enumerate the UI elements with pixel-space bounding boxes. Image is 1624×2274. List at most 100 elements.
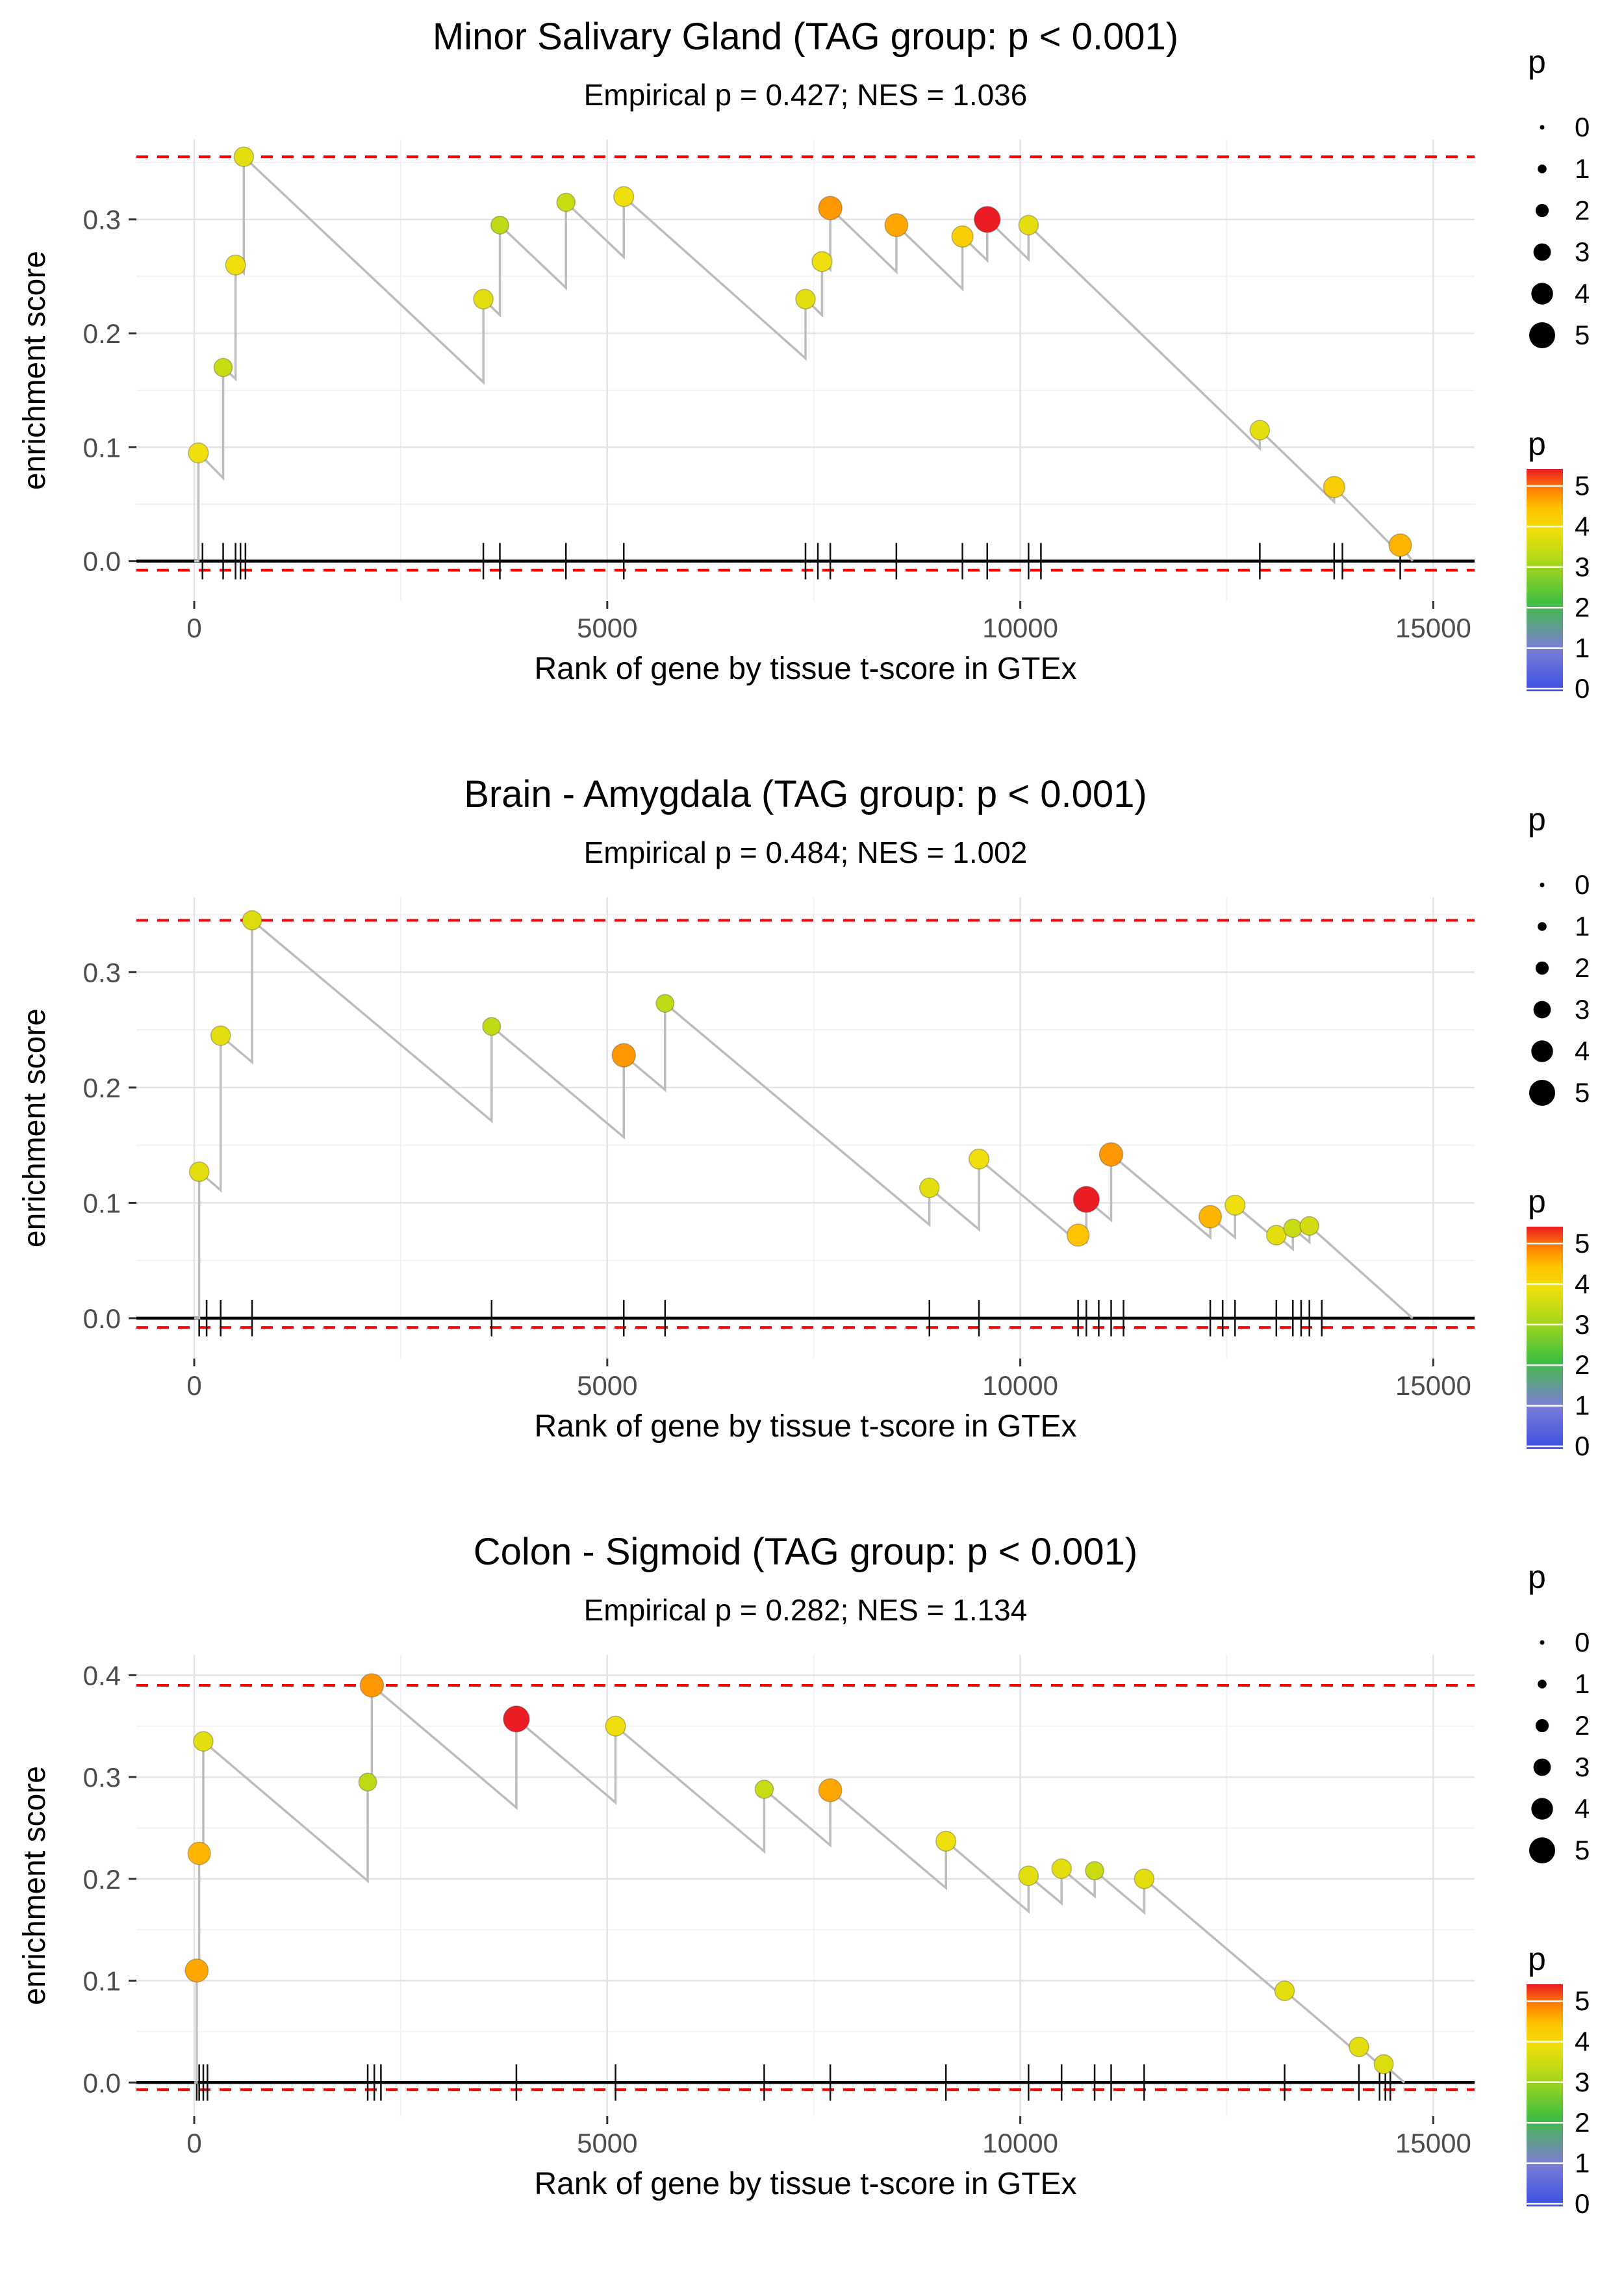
- gene-point: [818, 196, 843, 220]
- svg-text:0.1: 0.1: [83, 1966, 121, 1997]
- gene-point: [968, 1148, 990, 1170]
- svg-text:4: 4: [1575, 511, 1590, 541]
- svg-text:3: 3: [1575, 994, 1590, 1025]
- gene-point: [358, 1772, 377, 1792]
- gene-point: [1266, 1225, 1287, 1246]
- gene-point: [233, 146, 255, 168]
- enrichment-plot-svg: 0 5000 10000 150000.00.10.20.30.4p012345p54…: [83, 1559, 1590, 2219]
- svg-text:15000: 15000: [1395, 1370, 1471, 1401]
- svg-text:2: 2: [1575, 952, 1590, 983]
- gene-point: [818, 1778, 843, 1802]
- svg-text:0.0: 0.0: [83, 1303, 121, 1334]
- running-score-line: [194, 1683, 1406, 2084]
- size-legend-dot: [1535, 1718, 1549, 1733]
- svg-text:0: 0: [186, 613, 201, 643]
- gene-point: [919, 1177, 940, 1199]
- svg-text:5: 5: [1575, 1228, 1590, 1258]
- svg-text:10000: 10000: [982, 613, 1058, 643]
- size-legend: p 0 1 2 3 4 5: [1528, 44, 1590, 350]
- colorbar: [1527, 1984, 1563, 2206]
- svg-text:p: p: [1528, 1941, 1546, 1977]
- gene-point: [1072, 1186, 1100, 1213]
- size-legend-dot: [1538, 1680, 1547, 1689]
- svg-text:0.1: 0.1: [83, 1188, 121, 1218]
- svg-text:0: 0: [186, 2128, 201, 2158]
- gene-point: [605, 1715, 626, 1737]
- gene-point: [754, 1780, 774, 1799]
- svg-text:2: 2: [1575, 592, 1590, 622]
- gene-point: [1349, 2036, 1369, 2058]
- svg-text:3: 3: [1575, 1309, 1590, 1340]
- x-axis-title: Rank of gene by tissue t-score in GTEx: [534, 652, 1077, 686]
- chart-subtitle: Empirical p = 0.427; NES = 1.036: [583, 78, 1028, 112]
- y-axis-title: enrichment score: [17, 140, 53, 601]
- size-legend-dot: [1538, 922, 1547, 931]
- svg-text:3: 3: [1575, 552, 1590, 582]
- gene-point: [1098, 1142, 1124, 1167]
- size-legend-dot: [1531, 1798, 1553, 1820]
- size-legend-dot: [1540, 125, 1545, 130]
- gene-point: [1224, 1194, 1246, 1216]
- gene-point: [1373, 2054, 1394, 2075]
- svg-text:0.0: 0.0: [83, 546, 121, 577]
- size-legend-dot: [1531, 283, 1553, 305]
- gene-point: [1299, 1216, 1319, 1236]
- svg-text:p: p: [1528, 1559, 1546, 1595]
- gene-point: [795, 288, 816, 310]
- gene-point: [1066, 1223, 1090, 1247]
- gene-point: [951, 225, 974, 248]
- svg-text:0.1: 0.1: [83, 432, 121, 463]
- svg-text:0: 0: [1575, 2188, 1590, 2219]
- svg-text:5: 5: [1575, 1986, 1590, 2016]
- svg-text:0: 0: [1575, 1431, 1590, 1461]
- chart-subtitle: Empirical p = 0.282; NES = 1.134: [583, 1593, 1028, 1627]
- svg-text:1: 1: [1575, 1668, 1590, 1699]
- svg-text:p: p: [1528, 801, 1546, 837]
- svg-text:3: 3: [1575, 236, 1590, 267]
- svg-text:5: 5: [1575, 1835, 1590, 1865]
- y-axis-title-text: enrichment score: [18, 1765, 52, 2006]
- x-axis-title: Rank of gene by tissue t-score in GTEx: [534, 1409, 1077, 1444]
- size-legend-dot: [1538, 164, 1547, 173]
- svg-text:0: 0: [1575, 869, 1590, 900]
- chart-title: Minor Salivary Gland (TAG group: p < 0.0…: [432, 16, 1179, 58]
- size-legend-dot: [1531, 1040, 1553, 1062]
- size-legend-dot: [1529, 1837, 1555, 1863]
- svg-text:0.2: 0.2: [83, 1864, 121, 1895]
- enrichment-plot-svg: 0 5000 10000 150000.00.10.20.3p012345p54321…: [83, 801, 1590, 1461]
- gene-point: [187, 1841, 211, 1865]
- gene-point: [193, 1731, 214, 1752]
- svg-text:10000: 10000: [982, 2128, 1058, 2158]
- svg-text:0.2: 0.2: [83, 1073, 121, 1103]
- size-legend-dot: [1533, 1001, 1551, 1019]
- size-legend-dot: [1533, 1758, 1551, 1776]
- svg-text:5000: 5000: [577, 1370, 637, 1401]
- svg-text:5000: 5000: [577, 2128, 637, 2158]
- gene-point: [935, 1830, 957, 1852]
- size-legend-dot: [1540, 1640, 1545, 1645]
- svg-text:15000: 15000: [1395, 2128, 1471, 2158]
- x-axis-title: Rank of gene by tissue t-score in GTEx: [534, 2167, 1077, 2201]
- svg-text:0.0: 0.0: [83, 2067, 121, 2098]
- gene-point: [556, 192, 576, 212]
- gene-point: [1249, 420, 1271, 441]
- gene-point: [225, 254, 246, 275]
- y-axis-title: enrichment score: [17, 897, 53, 1359]
- svg-text:2: 2: [1575, 1349, 1590, 1380]
- gene-point: [1274, 1980, 1295, 2002]
- gene-point: [613, 186, 635, 207]
- gene-point: [811, 251, 833, 272]
- svg-text:3: 3: [1575, 1752, 1590, 1782]
- svg-text:5: 5: [1575, 320, 1590, 350]
- gene-point: [1018, 1865, 1039, 1886]
- y-axis-title-text: enrichment score: [18, 1008, 52, 1248]
- svg-text:4: 4: [1575, 1268, 1590, 1299]
- gene-point: [1388, 533, 1412, 557]
- gene-point: [473, 288, 494, 310]
- svg-text:5: 5: [1575, 1077, 1590, 1108]
- svg-text:0.3: 0.3: [83, 205, 121, 235]
- gene-point: [242, 910, 262, 930]
- size-legend-dot: [1529, 1080, 1555, 1106]
- gene-point: [188, 442, 209, 464]
- gene-point: [210, 1025, 231, 1046]
